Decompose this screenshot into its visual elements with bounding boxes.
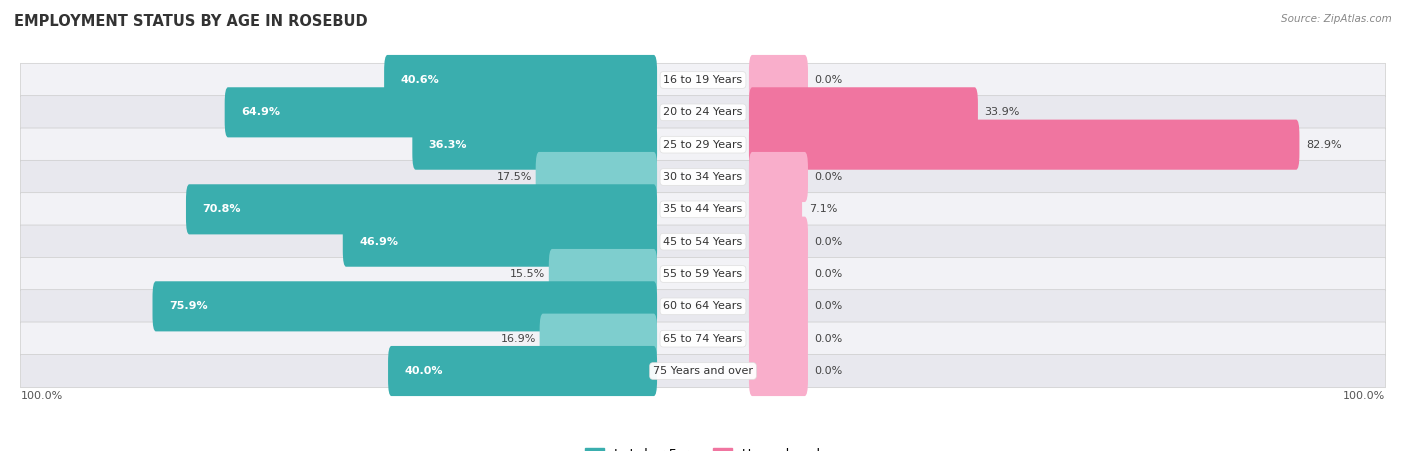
Text: 7.1%: 7.1% <box>808 204 837 214</box>
Text: 36.3%: 36.3% <box>429 140 467 150</box>
Text: 15.5%: 15.5% <box>510 269 546 279</box>
FancyBboxPatch shape <box>749 184 801 235</box>
FancyBboxPatch shape <box>225 87 657 138</box>
Text: 82.9%: 82.9% <box>1306 140 1341 150</box>
Text: 17.5%: 17.5% <box>498 172 533 182</box>
Legend: In Labor Force, Unemployed: In Labor Force, Unemployed <box>581 443 825 451</box>
Text: Source: ZipAtlas.com: Source: ZipAtlas.com <box>1281 14 1392 23</box>
Text: 0.0%: 0.0% <box>814 269 842 279</box>
Text: EMPLOYMENT STATUS BY AGE IN ROSEBUD: EMPLOYMENT STATUS BY AGE IN ROSEBUD <box>14 14 368 28</box>
FancyBboxPatch shape <box>749 313 808 364</box>
Text: 33.9%: 33.9% <box>984 107 1019 117</box>
FancyBboxPatch shape <box>21 290 1385 323</box>
FancyBboxPatch shape <box>21 193 1385 226</box>
Text: 75 Years and over: 75 Years and over <box>652 366 754 376</box>
Text: 46.9%: 46.9% <box>359 237 398 247</box>
Text: 0.0%: 0.0% <box>814 172 842 182</box>
Text: 70.8%: 70.8% <box>202 204 240 214</box>
Text: 60 to 64 Years: 60 to 64 Years <box>664 301 742 311</box>
Text: 25 to 29 Years: 25 to 29 Years <box>664 140 742 150</box>
Text: 40.0%: 40.0% <box>405 366 443 376</box>
Text: 45 to 54 Years: 45 to 54 Years <box>664 237 742 247</box>
FancyBboxPatch shape <box>21 322 1385 355</box>
FancyBboxPatch shape <box>536 152 657 202</box>
Text: 40.6%: 40.6% <box>401 75 439 85</box>
FancyBboxPatch shape <box>21 225 1385 258</box>
Text: 30 to 34 Years: 30 to 34 Years <box>664 172 742 182</box>
FancyBboxPatch shape <box>749 216 808 267</box>
FancyBboxPatch shape <box>21 161 1385 193</box>
FancyBboxPatch shape <box>388 346 657 396</box>
Text: 16 to 19 Years: 16 to 19 Years <box>664 75 742 85</box>
FancyBboxPatch shape <box>749 87 979 138</box>
FancyBboxPatch shape <box>21 258 1385 290</box>
Text: 64.9%: 64.9% <box>240 107 280 117</box>
Text: 0.0%: 0.0% <box>814 237 842 247</box>
Text: 55 to 59 Years: 55 to 59 Years <box>664 269 742 279</box>
Text: 100.0%: 100.0% <box>1343 391 1385 401</box>
Text: 0.0%: 0.0% <box>814 366 842 376</box>
FancyBboxPatch shape <box>152 281 657 331</box>
Text: 65 to 74 Years: 65 to 74 Years <box>664 334 742 344</box>
FancyBboxPatch shape <box>21 128 1385 161</box>
Text: 100.0%: 100.0% <box>21 391 63 401</box>
Text: 20 to 24 Years: 20 to 24 Years <box>664 107 742 117</box>
Text: 0.0%: 0.0% <box>814 301 842 311</box>
FancyBboxPatch shape <box>749 249 808 299</box>
FancyBboxPatch shape <box>749 152 808 202</box>
Text: 0.0%: 0.0% <box>814 334 842 344</box>
FancyBboxPatch shape <box>749 281 808 331</box>
FancyBboxPatch shape <box>21 63 1385 97</box>
Text: 16.9%: 16.9% <box>501 334 536 344</box>
FancyBboxPatch shape <box>186 184 657 235</box>
FancyBboxPatch shape <box>412 120 657 170</box>
FancyBboxPatch shape <box>540 313 657 364</box>
FancyBboxPatch shape <box>749 55 808 105</box>
FancyBboxPatch shape <box>343 216 657 267</box>
FancyBboxPatch shape <box>749 120 1299 170</box>
Text: 35 to 44 Years: 35 to 44 Years <box>664 204 742 214</box>
Text: 75.9%: 75.9% <box>169 301 208 311</box>
FancyBboxPatch shape <box>21 96 1385 129</box>
FancyBboxPatch shape <box>21 354 1385 388</box>
Text: 0.0%: 0.0% <box>814 75 842 85</box>
FancyBboxPatch shape <box>548 249 657 299</box>
FancyBboxPatch shape <box>749 346 808 396</box>
FancyBboxPatch shape <box>384 55 657 105</box>
